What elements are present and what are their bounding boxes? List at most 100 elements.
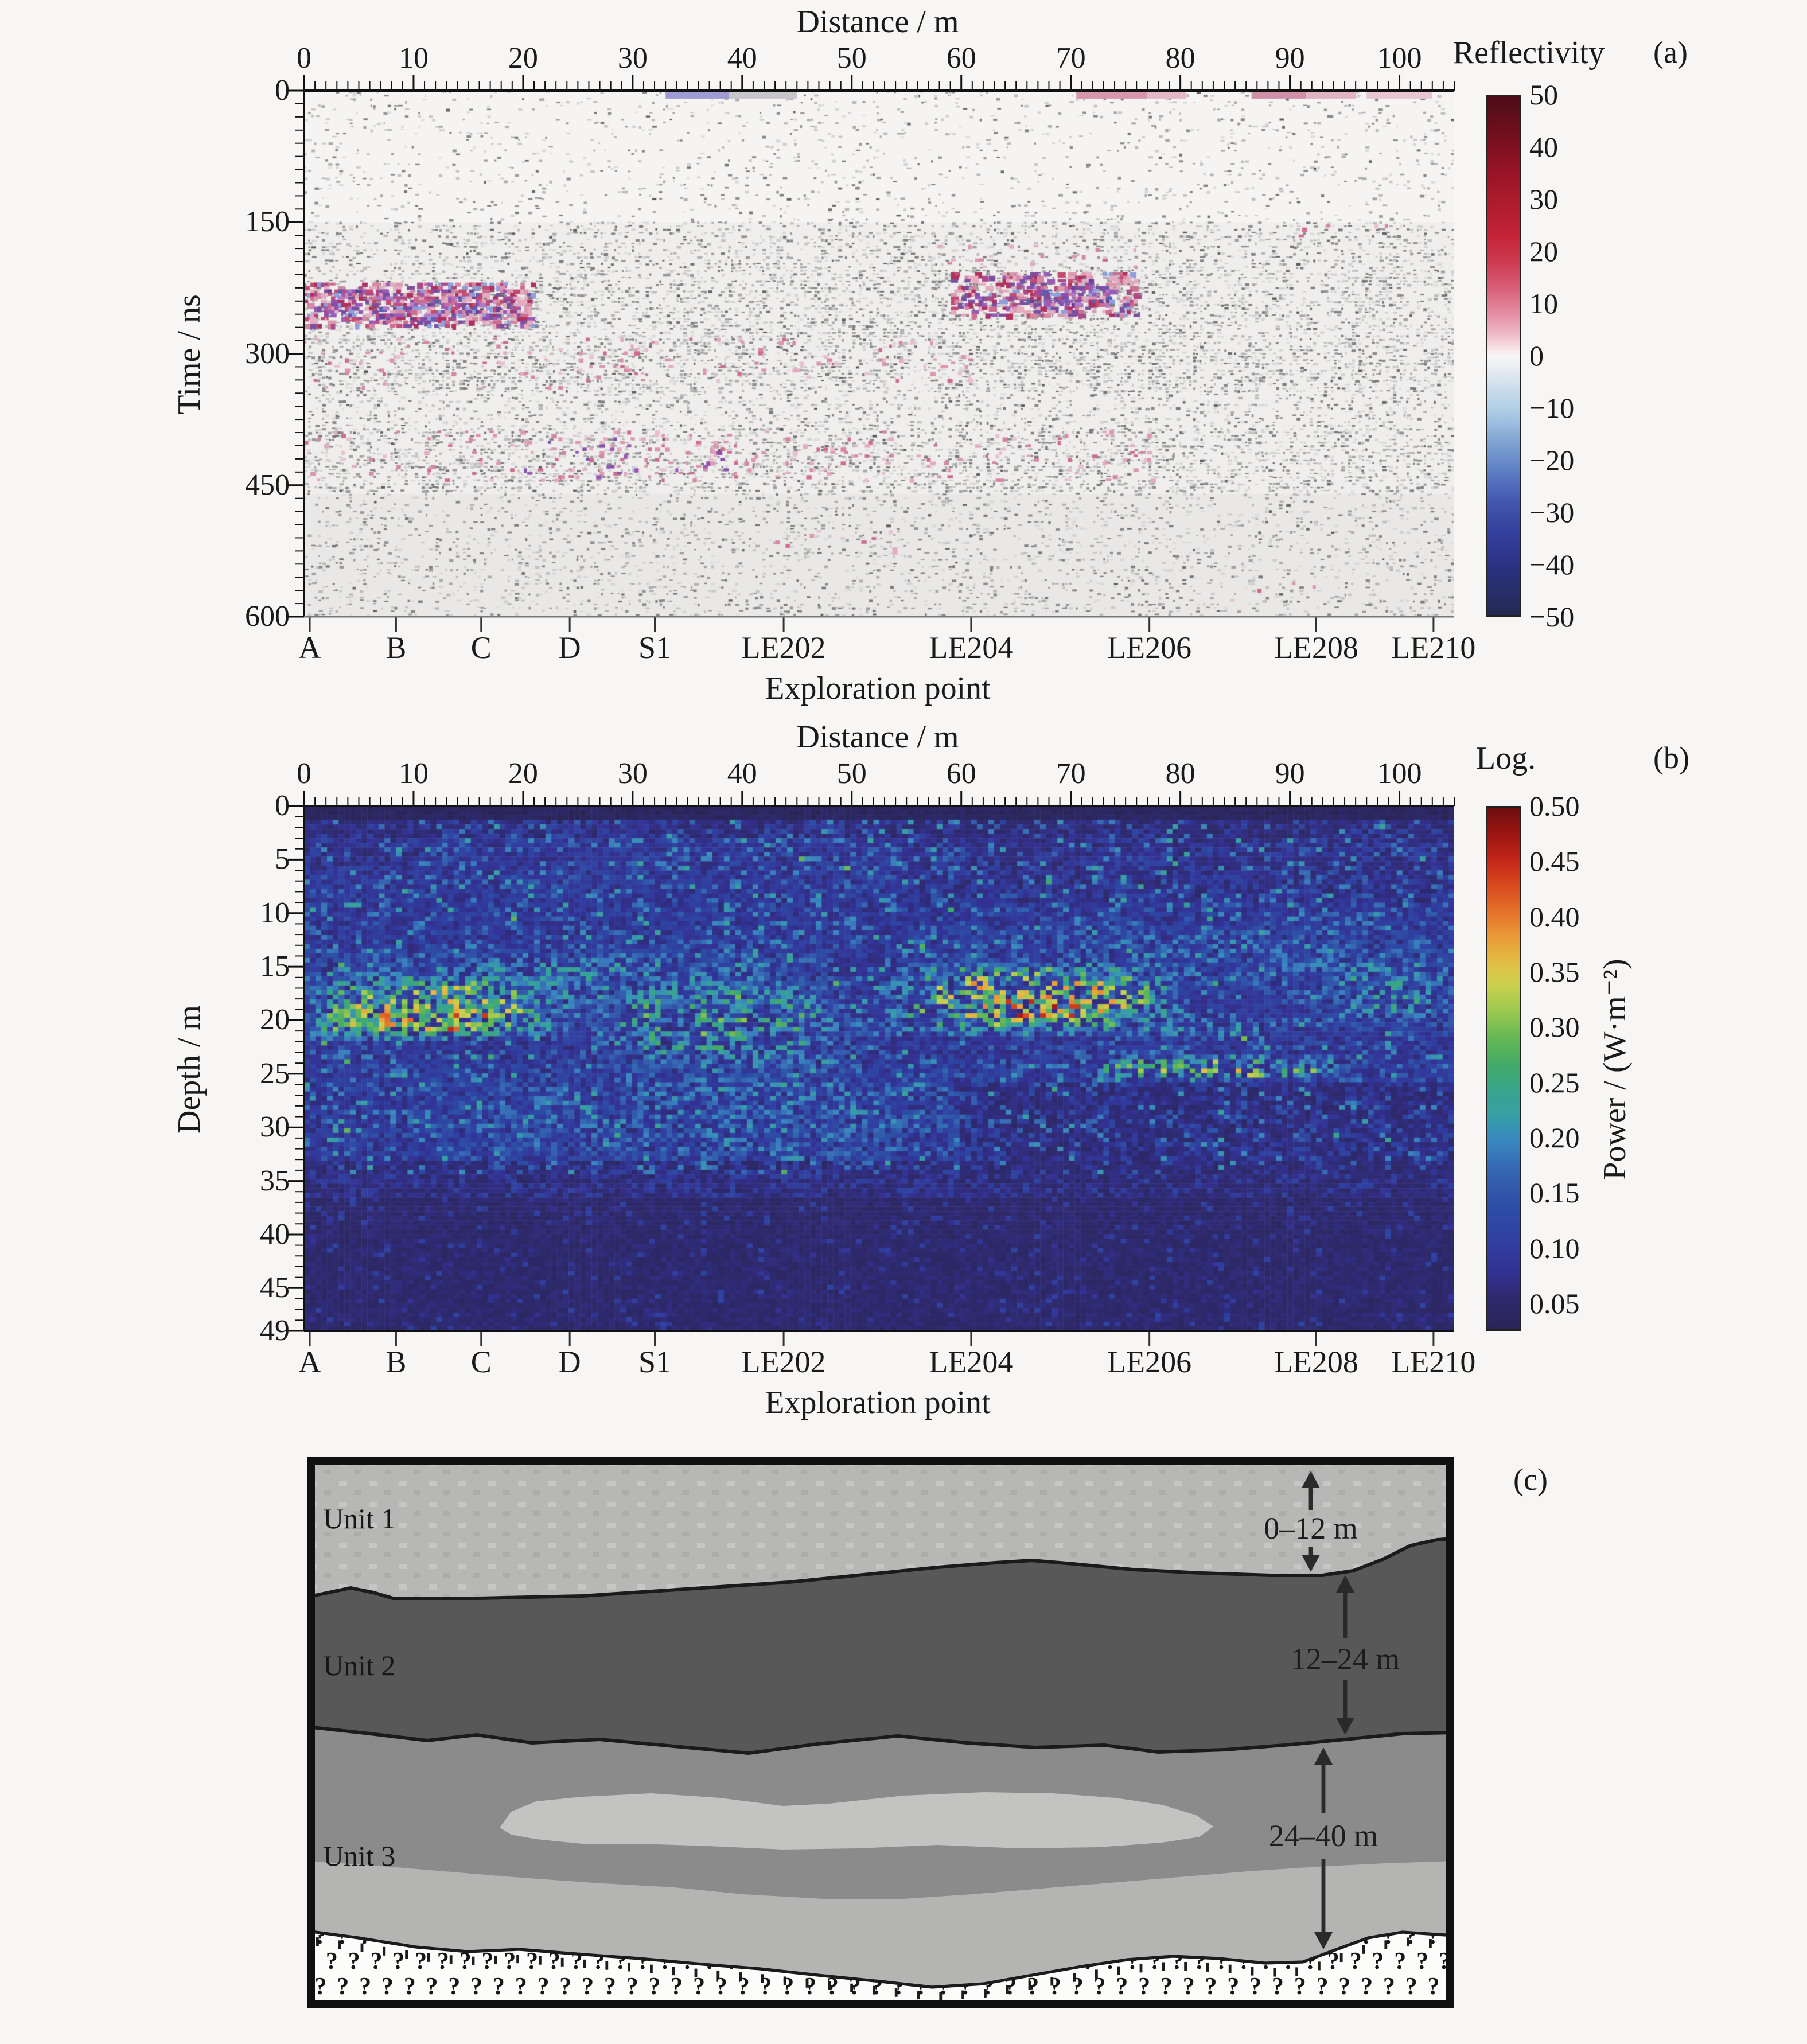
question-mark: ? [626, 1973, 638, 2000]
exploration-axis-title-a: Exploration point [765, 671, 991, 706]
exploration-axis-title-b: Exploration point [765, 1385, 991, 1420]
colorbar-tick-label: 0.20 [1529, 1121, 1580, 1154]
arrow-head [1314, 1747, 1333, 1765]
colorbar-tick-label: 50 [1529, 79, 1558, 111]
fringe-mark [894, 1988, 898, 1997]
question-mark: ? [448, 1973, 460, 2000]
question-mark: ? [1249, 1973, 1261, 2000]
fringe-mark [427, 1953, 430, 1962]
x-tick-label: 30 [617, 42, 648, 75]
question-mark: ? [415, 1948, 427, 1975]
colorbar-tick-label: 0.15 [1529, 1177, 1580, 1209]
exploration-point-label: LE206 [1107, 1345, 1192, 1379]
radargram-heatmap-canvas [304, 91, 1454, 617]
fringe-mark [939, 1992, 943, 2001]
question-mark: ? [1272, 1973, 1284, 2000]
stratigraphy-diagram-svg: ????????????????????????????????????????… [307, 1457, 1454, 2008]
fringe-mark [472, 1956, 475, 1965]
question-mark: ? [1428, 1923, 1440, 1949]
arrow-head [1302, 1555, 1320, 1572]
fringe-mark [1050, 1977, 1054, 1986]
fringe-mark [694, 1968, 698, 1977]
question-mark: ? [1183, 1973, 1195, 2000]
y-tick-label: 30 [260, 1111, 290, 1144]
fringe-mark [516, 1955, 519, 1964]
x-tick-label: 0 [297, 757, 311, 790]
fringe-mark [1429, 1939, 1432, 1948]
question-mark: ? [571, 1948, 583, 1975]
fringe-mark [360, 1943, 364, 1952]
depth-range-label: 24–40 m [1269, 1819, 1378, 1853]
exploration-point-label: LE202 [741, 1345, 826, 1379]
exploration-point-label: A [298, 630, 321, 665]
x-tick-label: 90 [1275, 42, 1305, 75]
fringe-mark [1006, 1985, 1009, 1994]
question-mark: ? [1138, 1973, 1150, 2000]
fringe-mark [338, 1940, 341, 1949]
fringe-mark [583, 1959, 586, 1968]
question-mark: ? [804, 1973, 816, 2000]
x-tick-label: 50 [836, 42, 867, 75]
colorbar-tick-label: 0.25 [1529, 1066, 1580, 1099]
colorbar-tick-label: 0.35 [1529, 955, 1580, 988]
question-mark: ? [1361, 1973, 1373, 2000]
exploration-point-label: A [298, 1345, 321, 1379]
x-tick-label: 20 [508, 42, 538, 75]
question-mark: ? [760, 1973, 772, 2000]
fringe-mark [672, 1967, 675, 1976]
x-tick-label: 20 [508, 757, 538, 790]
x-tick-label: 90 [1275, 757, 1305, 790]
unit-label: Unit 1 [323, 1502, 395, 1535]
panel-b-tag: (b) [1653, 741, 1689, 775]
power-heatmap-canvas [304, 806, 1454, 1331]
colorbar-tick-label: −10 [1529, 392, 1575, 424]
question-mark: ? [1227, 1973, 1239, 2000]
question-mark: ? [604, 1973, 616, 2000]
question-mark: ? [337, 1973, 349, 2000]
question-mark: ? [1405, 1923, 1417, 1949]
question-mark: ? [849, 1973, 861, 2000]
exploration-point-label: D [558, 1345, 581, 1379]
fringe-mark [984, 1989, 987, 1998]
question-mark: ? [504, 1948, 516, 1975]
question-mark: ? [315, 1923, 327, 1949]
colorbar-tick-label: 0.45 [1529, 845, 1580, 878]
y-tick-label: 15 [260, 950, 290, 983]
question-mark: ? [1338, 1973, 1350, 2000]
question-mark: ? [1350, 1948, 1362, 1975]
fringe-mark [405, 1950, 408, 1959]
arrow-head [1314, 1932, 1333, 1949]
exploration-point-label: LE210 [1391, 1345, 1476, 1379]
question-mark: ? [470, 1973, 482, 2000]
colorbar-b-title: Log. [1475, 741, 1536, 776]
question-mark: ? [371, 1948, 383, 1975]
exploration-point-label: S1 [638, 630, 672, 665]
fringe-mark [873, 1985, 875, 1995]
colorbar-tick-label: 30 [1529, 183, 1558, 215]
distance-axis-title-a: Distance / m [796, 4, 959, 40]
y-tick-label: 300 [245, 337, 290, 370]
fringe-mark [828, 1981, 831, 1990]
fringe-mark [1095, 1969, 1098, 1979]
x-tick-label: 0 [297, 42, 311, 75]
question-mark: ? [315, 1973, 327, 2000]
arrow-head [1302, 1471, 1320, 1488]
question-mark: ? [1428, 1973, 1440, 2000]
x-tick-label: 40 [727, 42, 757, 75]
exploration-point-label: LE208 [1274, 1345, 1358, 1379]
question-mark: ? [582, 1973, 594, 2000]
unit3-lens [500, 1792, 1213, 1850]
question-mark: ? [782, 1973, 794, 2000]
colorbar-a [1486, 95, 1521, 617]
fringe-mark [961, 1990, 964, 1999]
question-mark: ? [738, 1973, 750, 2000]
distance-axis-title-b: Distance / m [796, 719, 959, 755]
question-mark: ? [1383, 1923, 1395, 1949]
x-tick-label: 30 [617, 757, 648, 790]
exploration-point-label: D [558, 630, 581, 665]
question-mark: ? [1383, 1973, 1395, 2000]
question-mark: ? [1027, 1973, 1039, 2000]
x-tick-label: 80 [1165, 757, 1195, 790]
fringe-mark [1339, 1953, 1343, 1963]
unit-label: Unit 2 [323, 1649, 395, 1681]
